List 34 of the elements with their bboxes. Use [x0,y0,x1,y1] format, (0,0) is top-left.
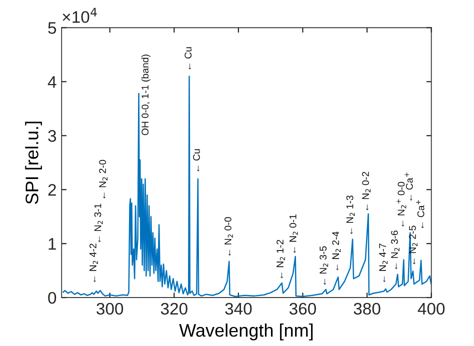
annotation: ← N$_{2}$ 2-5 [409,226,418,264]
y-tick-label: 4 [48,76,56,88]
y-tick-label: 5 [48,22,56,34]
annotation: ← N$_{2}$ 3-1 [94,204,103,242]
x-tick-label: 320 [160,302,188,315]
annotation: ← N$_{2}$ 0-1 [289,214,298,253]
annotation: ← N$_{2}$$^{+}$ 0-0 [396,182,406,226]
annotation: ← N$_{2}$ 1-3 [346,196,355,234]
y-tick-label: 3 [48,130,56,142]
annotation: ← N$_{2}$ 3-5 [320,246,328,285]
x-axis-title: Wavelength [nm] [179,324,313,340]
annotation: OH 0-0, 1-1 (band) [141,54,150,136]
x-tick-label: 400 [418,302,445,315]
annotation: ← Cu [184,47,192,70]
annotation: ← Cu [193,149,200,172]
annotation: ← N$_{2}$ 4-2 [89,244,98,282]
text: ×10$^{4}$ [62,8,97,23]
y-tick-label: 2 [48,184,56,196]
annotation: ← N$_{2}$ 2-0 [99,160,108,198]
y-axis-title: SPI [rel.u.] [25,122,42,204]
annotation: ← N$_{2}$ 2-4 [332,232,341,270]
annotation: ← N$_{2}$ 0-0 [224,217,233,256]
y-tick-label: 0 [48,292,56,304]
annotation: ← Ca$^{+}$ [404,172,413,201]
x-tick-label: 380 [354,302,380,315]
annotation: ← N$_{2}$ 4-7 [379,244,388,282]
annotation: ← N$_{2}$ 0-2 [362,172,370,210]
x-tick-label: 360 [289,302,316,315]
annotation: ← N$_{2}$ 3-6 [391,230,400,270]
x-tick-label: 340 [225,302,252,315]
x-tick-label: 300 [96,302,124,315]
annotation: ← Ca$^{+}$ [416,200,424,228]
y-tick-label: 1 [48,238,56,250]
annotation: ← N$_{2}$ 1-2 [276,240,285,278]
